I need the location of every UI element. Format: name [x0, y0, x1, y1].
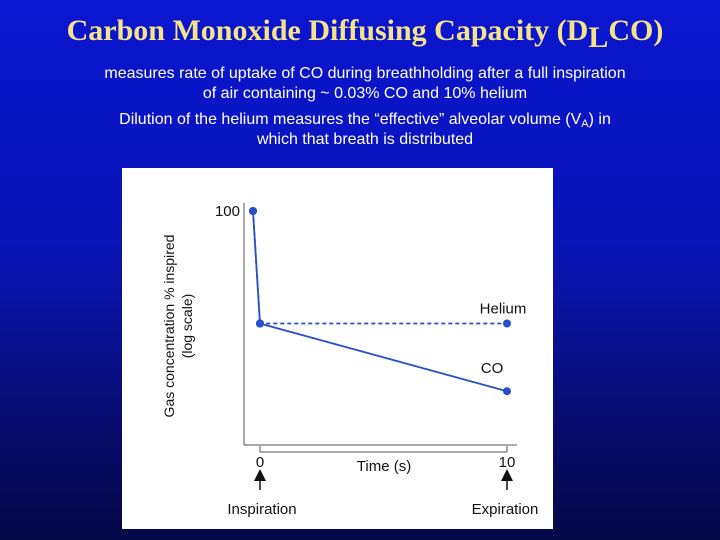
- y-axis-label-line1: Gas concentration % inspired: [161, 235, 177, 418]
- x-axis-label: Time (s): [357, 458, 411, 475]
- axes: [243, 203, 517, 446]
- title-main: Carbon Monoxide Diffusing Capacity (D: [66, 14, 589, 47]
- data-point-co-1: [256, 319, 264, 328]
- description-line-4: which that breath is distributed: [256, 131, 474, 148]
- description-line-3: Dilution of the helium measures the “eff…: [0, 110, 720, 134]
- description-line-1: measures rate of uptake of CO during bre…: [104, 65, 626, 82]
- chart-panel: Gas concentration % inspired (log scale)…: [122, 168, 553, 529]
- data-point-helium-2: [503, 319, 511, 328]
- series-line-helium: [252, 210, 507, 325]
- series-line-co: [252, 210, 508, 393]
- title-subscript: L: [588, 21, 609, 54]
- inspiration-label: Inspiration: [227, 501, 296, 518]
- expiration-label: Expiration: [472, 501, 539, 518]
- gas-concentration-chart: Gas concentration % inspired (log scale)…: [161, 203, 539, 518]
- line3-pre: Dilution of the helium measures the “eff…: [119, 111, 582, 128]
- x-tick-label-0: 0: [256, 454, 264, 471]
- line3-post: ) in: [588, 111, 611, 128]
- x-tick-label-10: 10: [499, 454, 516, 471]
- series-label-helium: Helium: [480, 301, 527, 318]
- data-point-co-2: [503, 387, 511, 396]
- line3-subscript: A: [581, 118, 589, 130]
- title-end: CO): [608, 14, 664, 47]
- series-label-co: CO: [481, 360, 504, 377]
- data-point-co-0: [249, 207, 257, 215]
- y-axis-label-line2: (log scale): [179, 294, 195, 359]
- series-layer: [252, 210, 508, 393]
- slide-title: Carbon Monoxide Diffusing Capacity (DLCO…: [0, 14, 720, 55]
- y-tick-label-100: 100: [215, 203, 240, 220]
- series-label-layer: Helium CO: [480, 301, 527, 378]
- points-layer: [249, 207, 511, 396]
- description-line-2: of air containing ~ 0.03% CO and 10% hel…: [202, 85, 528, 102]
